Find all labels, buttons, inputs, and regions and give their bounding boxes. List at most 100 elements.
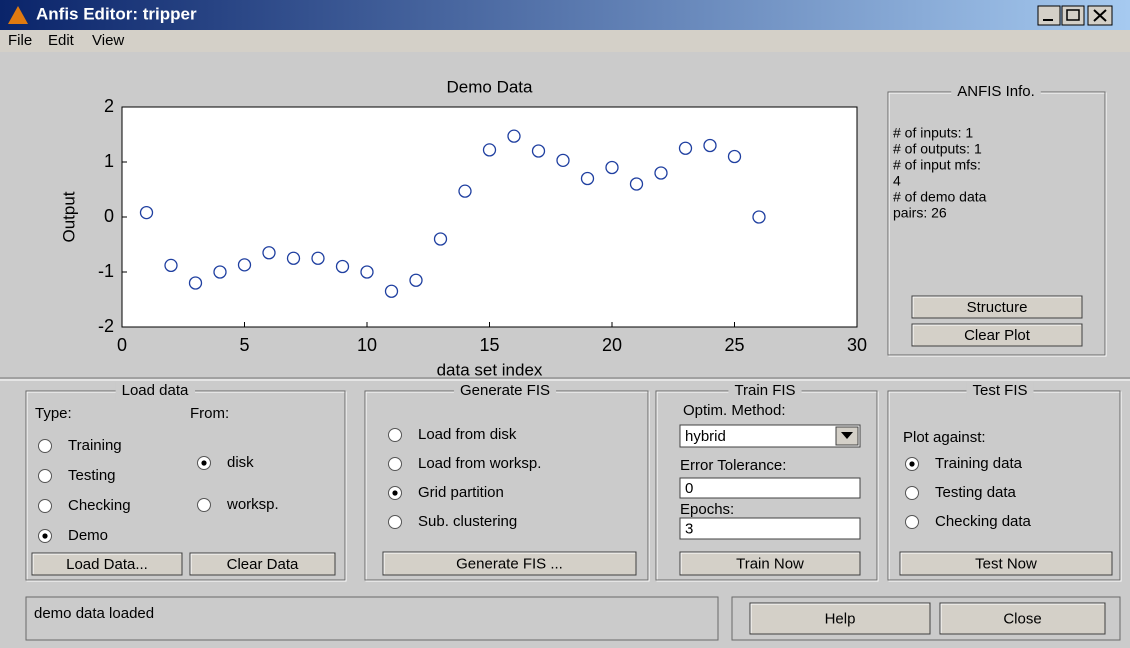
text-field-text: 0 (685, 480, 693, 497)
data-point (409, 273, 423, 287)
button-label: Load Data... (66, 556, 148, 573)
y-tick-label: 1 (104, 151, 114, 171)
x-tick-label: 15 (479, 335, 499, 355)
data-point (556, 153, 570, 168)
data-point (580, 171, 595, 186)
button-bevel (912, 324, 1081, 345)
radio-button[interactable] (38, 469, 52, 483)
data-point (482, 143, 497, 157)
button-bevel (900, 552, 1111, 574)
y-tick-label: -1 (98, 261, 114, 281)
button-label: Close (1003, 610, 1041, 627)
button[interactable] (899, 551, 1113, 576)
status-box (25, 596, 719, 641)
button[interactable] (679, 551, 861, 576)
label: Epochs: (680, 501, 734, 518)
button[interactable] (939, 602, 1106, 635)
data-point (335, 259, 350, 274)
data-point (164, 258, 178, 273)
panel-title-bg (728, 382, 802, 400)
radio-button[interactable] (905, 515, 919, 529)
data-point (384, 284, 399, 298)
radio-label: disk (227, 454, 254, 471)
radio-label: Training data (935, 455, 1023, 472)
radio-label: Training (68, 437, 122, 454)
text-field[interactable] (679, 517, 861, 540)
panel-title-bg (951, 83, 1041, 101)
button-label: Test Now (975, 555, 1037, 572)
info-line: # of outputs: 1 (893, 141, 982, 157)
button-bevel (383, 552, 635, 574)
data-point (678, 141, 693, 155)
radio-button[interactable] (38, 499, 52, 513)
button[interactable] (189, 552, 336, 576)
panel-title-bg (453, 382, 557, 400)
radio-label: Testing (68, 467, 116, 484)
radio-button[interactable] (38, 439, 52, 453)
panel-title: Load data (122, 382, 189, 399)
radio-button[interactable] (197, 498, 211, 512)
radio-dot (42, 533, 48, 539)
radio-dot (201, 460, 207, 466)
window-title: Anfis Editor: tripper (36, 4, 197, 23)
data-point (237, 258, 252, 272)
radio-label: Grid partition (418, 484, 504, 501)
label: Error Tolerance: (680, 457, 786, 474)
button-label: Train Now (736, 555, 804, 572)
data-point (507, 129, 521, 143)
radio-button[interactable] (388, 428, 402, 442)
button-label: Clear Data (227, 556, 299, 573)
button[interactable] (749, 602, 931, 635)
panel-title: Train FIS (734, 382, 795, 399)
radio-button[interactable] (388, 457, 402, 471)
radio-dot (909, 461, 915, 467)
data-point (531, 144, 546, 158)
radio-label: Load from disk (418, 426, 517, 443)
button[interactable] (31, 552, 183, 576)
data-point (703, 138, 717, 153)
button[interactable] (911, 323, 1083, 347)
data-point (727, 149, 742, 164)
data-point (654, 166, 668, 180)
info-line: # of demo data (893, 189, 987, 205)
text-field-text: 3 (685, 520, 693, 537)
chart-title: Demo Data (447, 77, 534, 96)
menu-item: View (92, 32, 124, 49)
label: From: (190, 405, 229, 422)
x-tick-label: 0 (117, 335, 127, 355)
radio-dot (392, 490, 398, 496)
x-tick-label: 30 (847, 335, 867, 355)
radio-label: Demo (68, 527, 108, 544)
button-bevel (680, 552, 859, 574)
button-bevel (940, 603, 1104, 633)
y-tick-label: 2 (104, 96, 114, 116)
button-label: Help (825, 610, 856, 627)
x-tick-label: 25 (724, 335, 744, 355)
data-point (262, 246, 276, 260)
radio-label: Load from worksp. (418, 455, 541, 472)
plot-area (121, 106, 858, 328)
button-bevel (190, 553, 334, 574)
x-tick-label: 10 (357, 335, 377, 355)
window-controls[interactable] (1037, 5, 1113, 26)
data-point (213, 265, 227, 279)
data-point (605, 160, 619, 175)
label: Optim. Method: (683, 402, 786, 419)
dropdown[interactable] (679, 424, 861, 448)
radio-label: Checking (68, 497, 131, 514)
label: Plot against: (903, 429, 986, 446)
radio-button[interactable] (388, 515, 402, 529)
text-field[interactable] (679, 477, 861, 499)
panel-title-bg (966, 382, 1034, 400)
button[interactable] (382, 551, 637, 576)
radio-button[interactable] (905, 486, 919, 500)
data-point (286, 251, 301, 265)
data-point (433, 232, 448, 246)
panel-title: Test FIS (972, 382, 1027, 399)
button[interactable] (911, 295, 1083, 319)
status-text: demo data loaded (34, 605, 154, 622)
data-point (311, 251, 325, 265)
radio-label: Checking data (935, 513, 1032, 530)
info-line: # of input mfs: (893, 157, 981, 173)
dropdown-arrow (841, 432, 853, 439)
